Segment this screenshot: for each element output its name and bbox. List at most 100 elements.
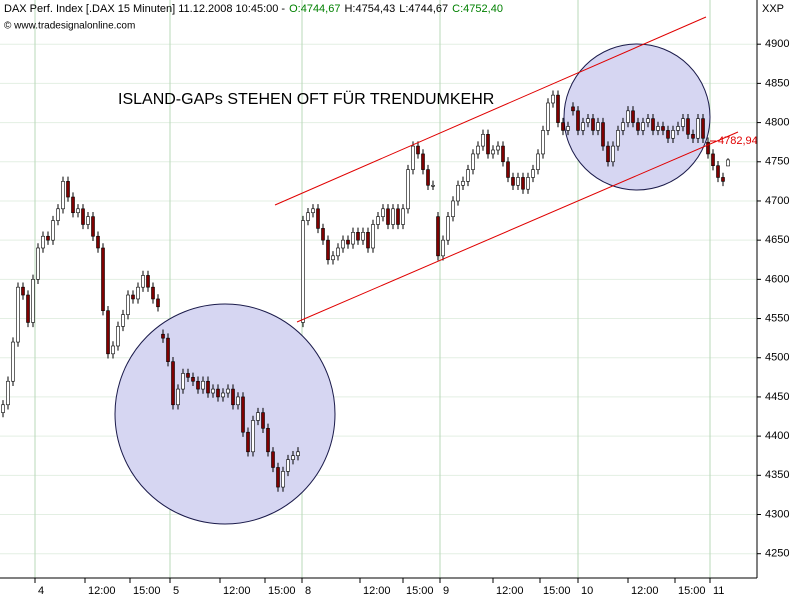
gap-circle — [563, 43, 711, 191]
candle-body — [326, 239, 330, 261]
candle-body — [436, 216, 440, 257]
copyright: © www.tradesignalonline.com — [4, 21, 135, 32]
candle-body — [551, 94, 555, 104]
candle-body — [246, 431, 250, 453]
candle-body — [86, 216, 90, 225]
candle-body — [36, 247, 40, 280]
candle-body — [406, 169, 410, 210]
candle-body — [566, 126, 570, 131]
candle-body — [371, 224, 375, 249]
candle-body — [506, 161, 510, 178]
candle-body — [666, 130, 670, 139]
candle-body — [676, 126, 680, 131]
candle-body — [726, 159, 730, 167]
candle-body — [361, 232, 365, 241]
candle-body — [611, 145, 615, 163]
header-title: DAX Perf. Index [.DAX 15 Minuten] 11.12.… — [4, 3, 503, 15]
candle-body — [11, 341, 15, 382]
candle-body — [556, 94, 560, 123]
candle-body — [26, 294, 30, 323]
candle-body — [171, 361, 175, 406]
candle-body — [106, 310, 110, 355]
candle-body — [196, 380, 200, 390]
candle-body — [16, 286, 20, 343]
candle-body — [661, 126, 665, 131]
candle-body — [586, 118, 590, 123]
candle-body — [481, 134, 485, 147]
candle-body — [211, 388, 215, 394]
candle-body — [276, 467, 280, 488]
candle-body — [271, 451, 275, 468]
candle-body — [336, 247, 340, 257]
header-low: L:4744,67 — [399, 3, 448, 15]
candle-body — [521, 177, 525, 190]
candle-body — [456, 184, 460, 202]
candle-body — [681, 118, 685, 127]
candle-body — [71, 196, 75, 214]
candle-body — [191, 377, 195, 382]
candle-body — [511, 177, 515, 186]
x-tick-label: 8 — [305, 585, 311, 597]
candle-body — [201, 380, 205, 390]
y-tick-label: 4400 — [765, 430, 789, 442]
candle-body — [301, 220, 305, 323]
candle-body — [296, 451, 300, 457]
candle-body — [341, 239, 345, 249]
candle-body — [446, 216, 450, 241]
candle-body — [6, 380, 10, 406]
symbol: XXP — [762, 3, 784, 15]
candle-body — [591, 118, 595, 131]
candle-body — [526, 177, 530, 190]
candle-body — [31, 279, 35, 323]
candle-body — [331, 255, 335, 261]
candle-body — [116, 326, 120, 347]
candle-body — [81, 208, 85, 225]
candle-body — [496, 145, 500, 151]
y-tick-label: 4700 — [765, 195, 789, 207]
candle-body — [136, 286, 140, 300]
candle-body — [651, 118, 655, 131]
x-tick-label: 15:00 — [133, 585, 161, 597]
candle-body — [391, 208, 395, 225]
candle-body — [251, 420, 255, 453]
candle-body — [561, 122, 565, 131]
candle-body — [516, 177, 520, 186]
candle-body — [606, 145, 610, 163]
candle-body — [351, 232, 355, 245]
candle-body — [646, 118, 650, 123]
candle-body — [491, 149, 495, 155]
candle-body — [501, 145, 505, 163]
candle-body — [616, 130, 620, 147]
y-tick-label: 4600 — [765, 273, 789, 285]
candle-body — [1, 404, 5, 413]
candle-body — [471, 153, 475, 170]
header-title: DAX Perf. Index [.DAX 15 Minuten] 11.12.… — [4, 3, 285, 15]
candle-body — [156, 298, 160, 308]
header: DAX Perf. Index [.DAX 15 Minuten] 11.12.… — [4, 3, 784, 32]
candle-body — [231, 388, 235, 406]
candle-body — [216, 388, 220, 398]
candle-body — [536, 153, 540, 170]
candle-body — [721, 177, 725, 182]
candle-body — [451, 200, 455, 217]
x-tick-label: 9 — [443, 585, 449, 597]
y-tick-label: 4650 — [765, 234, 789, 246]
y-tick-label: 4250 — [765, 548, 789, 560]
candle-body — [126, 294, 130, 315]
candle-body — [576, 110, 580, 131]
candle-body — [366, 232, 370, 249]
candle-body — [466, 169, 470, 182]
candle-body — [716, 165, 720, 178]
candle-body — [316, 208, 320, 229]
candle-body — [41, 235, 45, 249]
channel-line — [296, 131, 739, 323]
candle-body — [166, 337, 170, 362]
candle-body — [96, 235, 100, 249]
header-high: H:4754,43 — [344, 3, 395, 15]
x-tick-label: 12:00 — [363, 585, 391, 597]
candle-body — [636, 122, 640, 131]
x-tick-label: 15:00 — [406, 585, 434, 597]
x-tick-label: 15:00 — [268, 585, 296, 597]
candle-body — [61, 181, 65, 210]
candle-body — [571, 106, 575, 112]
